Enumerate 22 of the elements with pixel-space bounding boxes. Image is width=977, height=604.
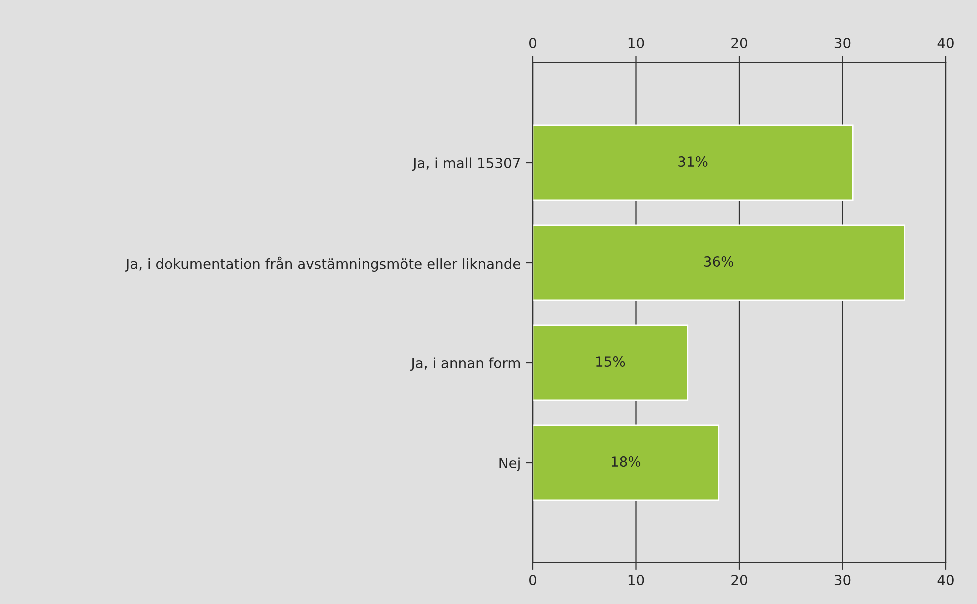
bar [533, 224, 906, 302]
y-tick-label: Ja, i annan form [410, 358, 520, 372]
x2-tick-label: 0 [529, 38, 536, 49]
bar [533, 324, 689, 402]
x2-tick-label: 10 [628, 38, 644, 49]
x2-tick-label: 20 [732, 38, 748, 49]
data-label: 31% [678, 156, 708, 168]
x-tick-label: 30 [834, 575, 851, 586]
x-tick-label: 10 [628, 575, 644, 586]
bar [533, 124, 854, 202]
x-tick-label: 40 [938, 575, 954, 586]
x2-tick-label: 40 [938, 38, 954, 49]
y-tick-label: Ja, i dokumentation från avstämningsmöte eller liknande [125, 256, 520, 272]
x-tick-label: 0 [529, 575, 536, 586]
x-tick-label: 20 [732, 575, 748, 586]
bar [533, 424, 720, 502]
data-label: 15% [596, 356, 626, 368]
data-label: 18% [612, 456, 641, 468]
x2-tick-label: 30 [834, 38, 851, 49]
y-tick-label: Ja, i mall 15307 [412, 158, 520, 172]
y-tick-label: Nej [500, 458, 520, 472]
data-label: 36% [704, 256, 734, 268]
